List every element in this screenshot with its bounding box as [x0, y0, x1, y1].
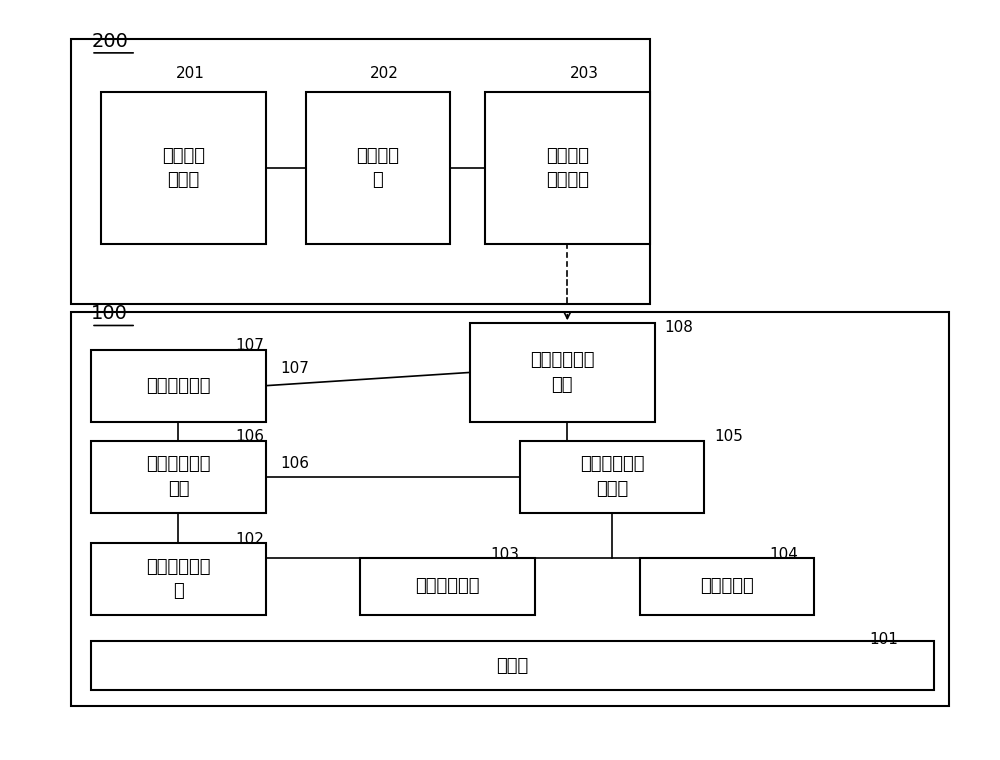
Text: 备: 备: [173, 582, 184, 600]
FancyBboxPatch shape: [306, 92, 450, 244]
Text: 201: 201: [176, 66, 205, 81]
Text: 无人船: 无人船: [496, 657, 529, 675]
Text: 岸基处理: 岸基处理: [162, 147, 205, 165]
Text: 无人船船控设: 无人船船控设: [146, 558, 211, 575]
Text: 106: 106: [236, 429, 265, 445]
Text: 电台: 电台: [552, 375, 573, 394]
Text: 106: 106: [281, 456, 310, 471]
Text: 机: 机: [372, 171, 383, 189]
Text: 服务器: 服务器: [167, 171, 200, 189]
Text: 船载数据处理: 船载数据处理: [580, 455, 644, 473]
Text: 105: 105: [714, 429, 743, 445]
Text: 103: 103: [490, 546, 519, 562]
Text: 200: 200: [91, 32, 128, 51]
FancyBboxPatch shape: [485, 92, 650, 244]
FancyBboxPatch shape: [470, 323, 655, 422]
Text: 设备: 设备: [168, 480, 189, 498]
Text: 108: 108: [665, 319, 693, 334]
Text: 辅助传感器: 辅助传感器: [700, 578, 754, 595]
FancyBboxPatch shape: [360, 558, 535, 615]
Text: 107: 107: [281, 361, 309, 376]
Text: 202: 202: [370, 66, 399, 81]
FancyBboxPatch shape: [520, 441, 704, 512]
Text: 侧扫声纳设备: 侧扫声纳设备: [415, 578, 480, 595]
Text: 101: 101: [869, 632, 898, 647]
Text: 第二微波: 第二微波: [546, 147, 589, 165]
Text: 服务器: 服务器: [596, 480, 628, 498]
Text: 视频监控设备: 视频监控设备: [146, 377, 211, 394]
FancyBboxPatch shape: [91, 641, 934, 691]
Text: 107: 107: [236, 338, 265, 353]
FancyBboxPatch shape: [101, 92, 266, 244]
Text: 100: 100: [91, 304, 128, 323]
FancyBboxPatch shape: [71, 40, 650, 304]
Text: 102: 102: [236, 531, 265, 546]
Text: 船载电气控制: 船载电气控制: [146, 455, 211, 473]
Text: 岸基交换: 岸基交换: [356, 147, 399, 165]
FancyBboxPatch shape: [91, 350, 266, 422]
FancyBboxPatch shape: [91, 441, 266, 512]
Text: 203: 203: [570, 66, 599, 81]
FancyBboxPatch shape: [71, 312, 949, 705]
Text: 宽带电台: 宽带电台: [546, 171, 589, 189]
Text: 104: 104: [769, 546, 798, 562]
FancyBboxPatch shape: [91, 543, 266, 615]
Text: 第一微波宽带: 第一微波宽带: [530, 351, 595, 369]
FancyBboxPatch shape: [640, 558, 814, 615]
